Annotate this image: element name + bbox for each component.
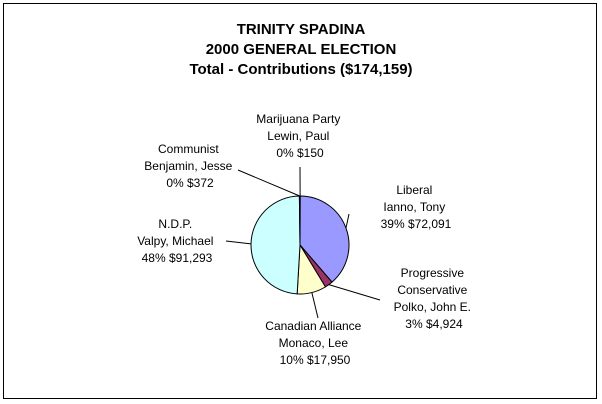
party-name-line-1: Progressive — [401, 266, 465, 280]
chart-title-line-1: TRINITY SPADINA — [236, 21, 366, 38]
party-name: N.D.P. — [158, 217, 192, 231]
value-label: 39% $72,091 — [381, 217, 452, 231]
value-label: 0% $150 — [276, 146, 324, 160]
candidate-name: Polko, John E. — [394, 300, 471, 314]
party-name: Canadian Alliance — [265, 319, 361, 333]
party-name-line-2: Conservative — [397, 283, 467, 297]
slice-label-marijuana: Marijuana Party Lewin, Paul 0% $150 — [256, 112, 343, 160]
leader-line-ndp — [225, 240, 252, 245]
candidate-name: Lewin, Paul — [267, 129, 329, 143]
candidate-name: Benjamin, Jesse — [144, 159, 232, 173]
party-name: Marijuana Party — [256, 112, 340, 126]
value-label: 3% $4,924 — [405, 317, 463, 331]
slice-label-ndp: N.D.P. Valpy, Michael 48% $91,293 — [137, 217, 217, 265]
value-label: 0% $372 — [166, 176, 214, 190]
value-label: 48% $91,293 — [142, 251, 213, 265]
chart-title-line-2: 2000 GENERAL ELECTION — [205, 41, 397, 58]
leader-line-progressive-conservative — [328, 284, 381, 301]
candidate-name: Monaco, Lee — [279, 336, 349, 350]
party-name: Liberal — [396, 183, 432, 197]
leader-line-canadian-alliance — [311, 292, 319, 319]
pie-slices — [250, 195, 350, 295]
value-label: 10% $17,950 — [280, 353, 351, 367]
slice-label-progressive-conservative: Progressive Conservative Polko, John E. … — [394, 266, 475, 331]
leader-lines — [225, 166, 381, 319]
pie-slice-ndp — [250, 195, 301, 295]
leader-line-communist — [237, 169, 300, 197]
party-name: Communist — [158, 142, 219, 156]
chart-title-line-3: Total - Contributions ($174,159) — [189, 61, 413, 78]
pie-slice-liberal — [299, 195, 350, 283]
leader-line-liberal — [345, 213, 350, 229]
slice-label-liberal: Liberal Ianno, Tony 39% $72,091 — [381, 183, 452, 231]
slice-label-communist: Communist Benjamin, Jesse 0% $372 — [144, 142, 235, 190]
slice-label-canadian-alliance: Canadian Alliance Monaco, Lee 10% $17,95… — [265, 319, 364, 367]
candidate-name: Ianno, Tony — [383, 200, 445, 214]
pie-slice-communist — [298, 195, 301, 246]
candidate-name: Valpy, Michael — [137, 234, 213, 248]
